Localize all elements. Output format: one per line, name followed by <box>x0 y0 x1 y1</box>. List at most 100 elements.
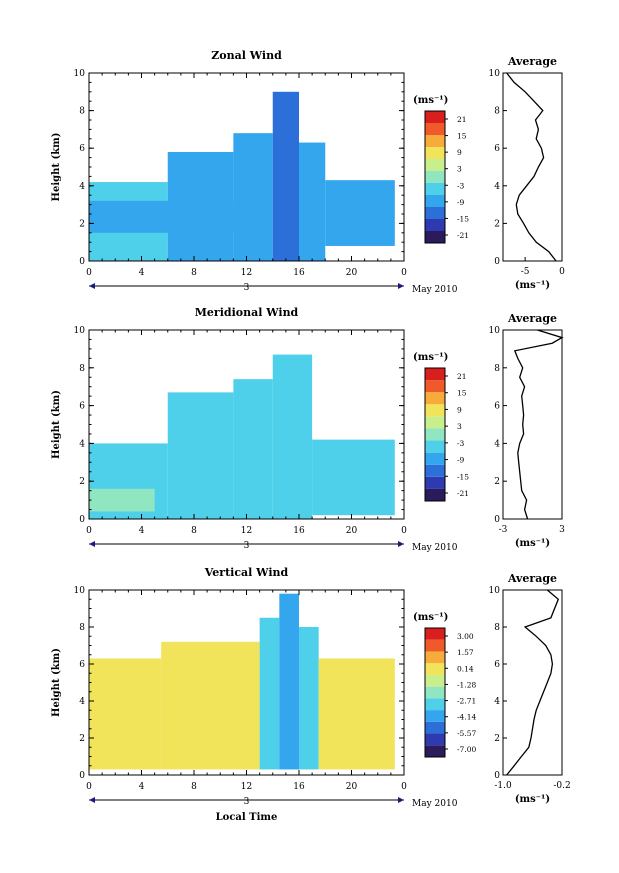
heatmap-cell <box>279 593 299 770</box>
colorbar-label: -7.00 <box>457 745 476 754</box>
colorbar-swatch <box>425 219 445 231</box>
profile-frame <box>502 72 563 262</box>
colorbar-label: -21 <box>457 231 469 240</box>
date-bar-arrow-left <box>89 797 95 803</box>
profile-y-tick-label: 0 <box>494 515 500 525</box>
x-tick-label: 0 <box>401 268 407 278</box>
panel-title: Zonal Wind <box>211 49 282 62</box>
colorbar-swatch <box>425 476 445 489</box>
colorbar-swatch <box>425 639 445 652</box>
heatmap-cell <box>259 617 280 770</box>
y-tick-label: 2 <box>79 734 85 744</box>
x-tick-label: 20 <box>346 782 358 792</box>
colorbar-swatch <box>425 674 445 687</box>
colorbar-label: 3.00 <box>457 632 474 641</box>
colorbar-label: 9 <box>457 148 462 157</box>
date-bar-arrow-right <box>398 797 404 803</box>
profile-line <box>506 72 557 262</box>
y-axis-label: Height (km) <box>51 133 62 202</box>
profile-title: Average <box>507 55 557 68</box>
y-tick-label: 4 <box>79 697 85 707</box>
profile-x-tick-label: -1.0 <box>494 781 512 791</box>
profile-y-tick-label: 10 <box>489 586 501 596</box>
y-axis-label: Height (km) <box>51 390 62 459</box>
heatmap-cell <box>233 133 273 261</box>
colorbar-swatch <box>425 416 445 429</box>
heatmap-cell <box>318 658 395 770</box>
colorbar-swatch <box>425 231 445 243</box>
x-tick-label: 20 <box>346 526 358 536</box>
profile-title: Average <box>507 572 557 585</box>
panel-title: Meridional Wind <box>195 306 299 319</box>
colorbar-frame <box>424 367 446 502</box>
y-tick-label: 10 <box>74 586 86 596</box>
heatmap-cell <box>167 151 234 261</box>
x-tick-label: 4 <box>139 526 145 536</box>
month-label: May 2010 <box>412 285 458 295</box>
profile-x-tick-label: 0 <box>559 267 565 277</box>
colorbar-label: 15 <box>457 132 467 141</box>
colorbar-label: -9 <box>457 456 465 465</box>
x-tick-label: 4 <box>139 782 145 792</box>
y-tick-label: 6 <box>79 402 85 412</box>
panel-title: Vertical Wind <box>204 566 289 579</box>
profile-x-label: (ms⁻¹) <box>515 538 550 549</box>
y-tick-label: 4 <box>79 439 85 449</box>
profile-y-tick-label: 4 <box>494 182 500 192</box>
x-tick-label: 16 <box>293 268 305 278</box>
colorbar-swatch <box>425 628 445 640</box>
profile-y-tick-label: 2 <box>494 477 500 487</box>
heatmap-cell <box>325 180 395 246</box>
colorbar-label: -2.71 <box>457 697 476 706</box>
y-tick-label: 0 <box>79 257 85 267</box>
colorbar-unit: (ms⁻¹) <box>413 95 448 106</box>
profile-y-tick-label: 0 <box>494 771 500 781</box>
date-bar-arrow-right <box>398 541 404 547</box>
colorbar-swatch <box>425 440 445 453</box>
date-label: 3 <box>244 797 250 807</box>
x-tick-label: 4 <box>139 268 145 278</box>
colorbar-swatch <box>425 123 445 135</box>
colorbar-swatch <box>425 464 445 477</box>
y-tick-label: 10 <box>74 326 86 336</box>
colorbar-swatch <box>425 663 445 675</box>
profile-y-tick-label: 0 <box>494 257 500 267</box>
colorbar-swatch <box>425 392 445 405</box>
colorbar-label: 3 <box>457 422 462 431</box>
profile-y-tick-label: 8 <box>494 623 500 633</box>
x-tick-label: 0 <box>401 526 407 536</box>
y-tick-label: 0 <box>79 515 85 525</box>
heatmap-cell <box>312 439 395 516</box>
x-tick-label: 0 <box>86 526 92 536</box>
y-tick-label: 2 <box>79 219 85 229</box>
x-tick-label: 0 <box>86 268 92 278</box>
colorbar-label: -4.14 <box>457 713 476 722</box>
y-tick-label: 8 <box>79 107 85 117</box>
colorbar-label: -5.57 <box>457 729 476 738</box>
month-label: May 2010 <box>412 799 458 809</box>
profile-y-tick-label: 4 <box>494 439 500 449</box>
colorbar-label: -15 <box>457 472 469 481</box>
y-tick-label: 10 <box>74 69 86 79</box>
colorbar-swatch <box>425 721 445 734</box>
profile-frame <box>502 329 563 520</box>
profile-x-tick-label: 3 <box>559 525 565 535</box>
colorbar-frame <box>424 627 446 758</box>
colorbar-label: -3 <box>457 439 465 448</box>
colorbar-label: -15 <box>457 214 469 223</box>
heatmap-cell <box>272 354 313 519</box>
colorbar-label: 21 <box>457 372 467 381</box>
y-axis-label: Height (km) <box>51 648 62 717</box>
x-tick-label: 8 <box>191 782 197 792</box>
x-tick-label: 8 <box>191 526 197 536</box>
colorbar-label: 21 <box>457 115 467 124</box>
profile-x-tick-label: -5 <box>521 267 530 277</box>
y-tick-label: 6 <box>79 144 85 154</box>
colorbar-swatch <box>425 488 445 501</box>
colorbar-swatch <box>425 651 445 664</box>
colorbar-label: 0.14 <box>457 664 474 673</box>
profile-y-tick-label: 6 <box>494 144 500 154</box>
y-tick-label: 8 <box>79 623 85 633</box>
